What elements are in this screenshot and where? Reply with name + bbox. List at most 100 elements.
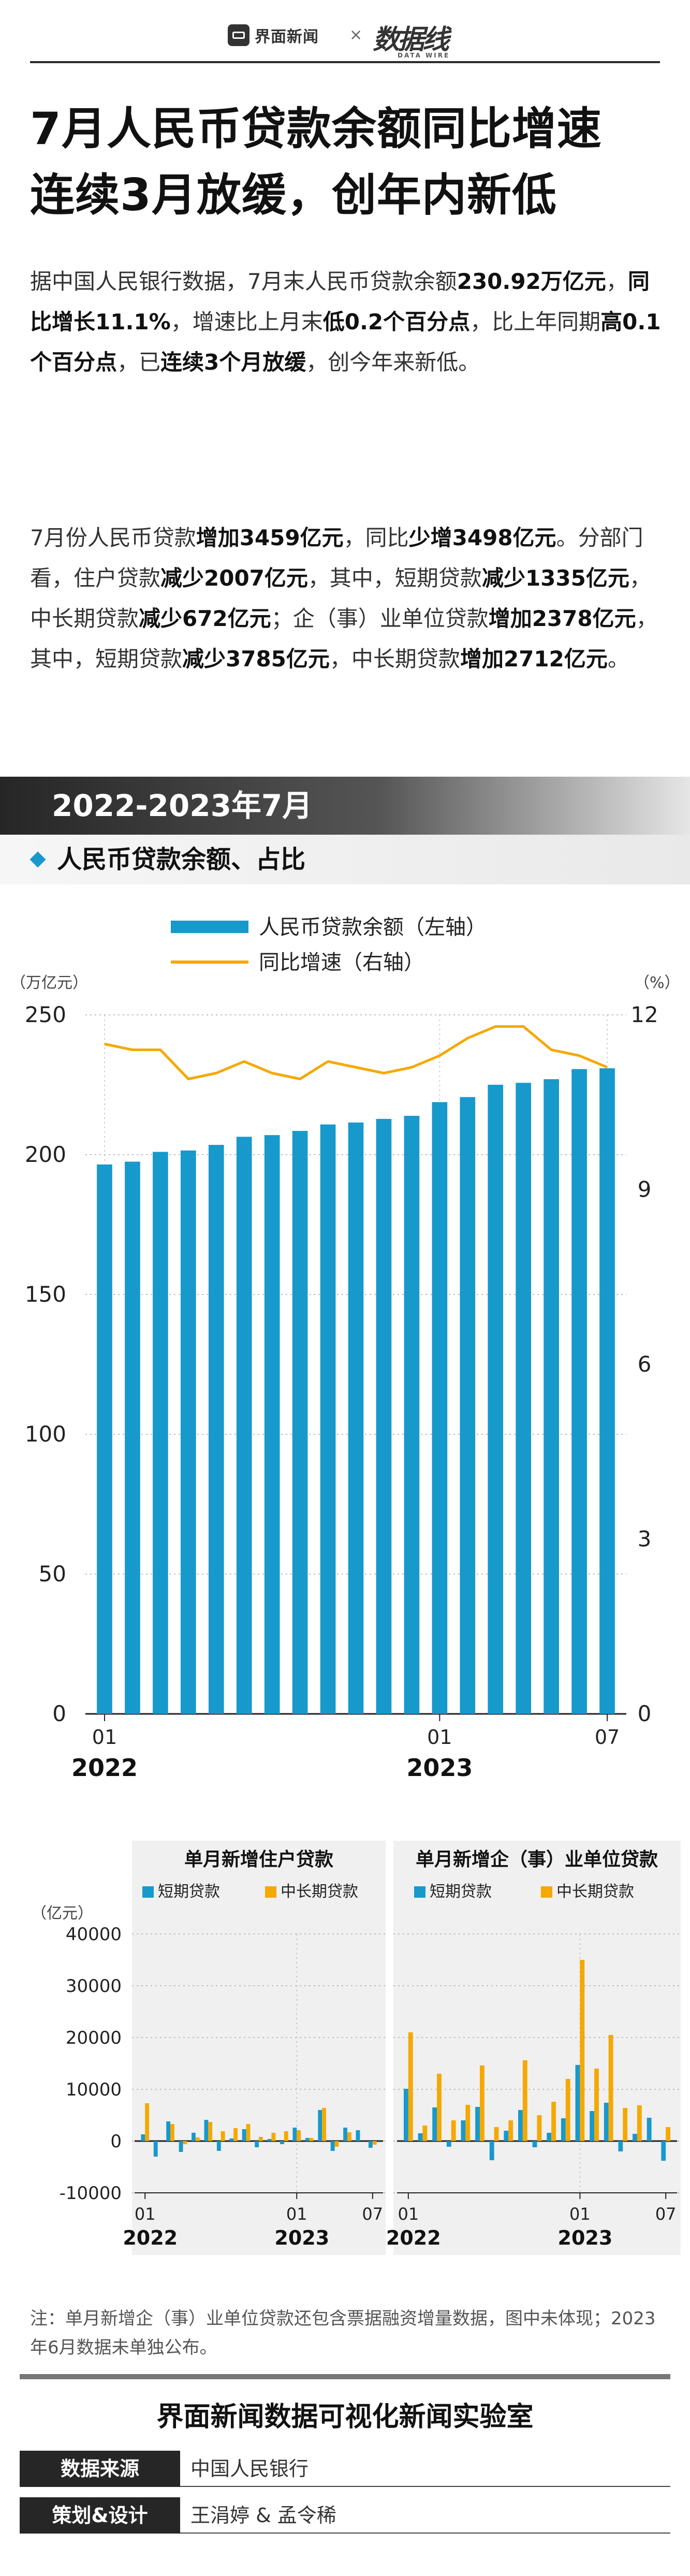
small-y-tick-label: 10000: [66, 2079, 122, 2100]
balance-bar: [544, 1079, 559, 1714]
legend-bar-label: 人民币贷款余额（左轴）: [259, 915, 487, 939]
small2-legend-long-swatch: [541, 1886, 552, 1898]
small-y-tick-label: -10000: [60, 2183, 122, 2204]
highlight-figure: 增加2712亿元: [460, 646, 608, 672]
diamond-icon: [30, 851, 46, 868]
long-term-bar: [309, 2138, 314, 2141]
balance-bar: [236, 1137, 252, 1714]
datawire-logo: 数据线: [373, 24, 449, 55]
footer-label-source: 数据来源: [20, 2451, 180, 2487]
short-term-bar: [633, 2134, 637, 2141]
long-term-bar: [259, 2137, 263, 2141]
small-y-tick-label: 30000: [66, 1976, 122, 1997]
small-x-tick-month: 01: [286, 2204, 307, 2224]
datawire-subtitle: DATA WIRE: [398, 52, 450, 59]
short-term-bar: [446, 2141, 451, 2147]
short-term-bar: [255, 2141, 259, 2147]
footer-label-design: 策划&设计: [20, 2497, 180, 2534]
section-subtitle: 人民币贷款余额、占比: [57, 845, 306, 874]
long-term-bar: [284, 2131, 288, 2141]
short-term-bar: [432, 2107, 437, 2141]
balance-bar: [153, 1152, 168, 1714]
short-term-bar: [604, 2103, 609, 2141]
short-term-bar: [179, 2141, 183, 2152]
short-term-bar: [216, 2141, 221, 2151]
intro-paragraph-2: 7月份人民币贷款增加3459亿元，同比少增3498亿元。分部门看，住户贷款减少2…: [30, 518, 662, 679]
short-term-bar: [229, 2138, 234, 2141]
left-tick-label: 150: [25, 1282, 66, 1307]
footer-top-bar: [20, 2374, 670, 2379]
balance-bar: [571, 1069, 587, 1714]
left-axis-unit: （万亿元）: [10, 974, 88, 992]
long-term-bar: [372, 2141, 377, 2145]
long-term-bar: [537, 2115, 542, 2141]
long-term-bar: [465, 2105, 471, 2141]
paragraph-text: ，其中，短期贷款: [30, 606, 658, 672]
long-term-bar: [594, 2069, 599, 2141]
footer-value-source: 中国人民银行: [190, 2457, 309, 2480]
legend-line-swatch: [171, 960, 248, 964]
legend-bar-swatch: [171, 921, 248, 933]
right-tick-label: 3: [638, 1526, 652, 1552]
header: 界面新闻 × 数据线 DATA WIRE: [0, 0, 690, 67]
balance-bar: [348, 1122, 364, 1714]
small1-legend-short-swatch: [142, 1886, 154, 1898]
small-y-tick-label: 0: [110, 2131, 122, 2152]
balance-bar: [488, 1085, 504, 1714]
small-x-tick-year: 2023: [274, 2226, 329, 2249]
highlight-figure: 低0.2个百分点: [322, 309, 471, 334]
legend-line-label: 同比增速（右轴）: [259, 951, 424, 974]
right-tick-label: 6: [638, 1351, 652, 1377]
footer-rule: [180, 2533, 670, 2534]
collab-x: ×: [349, 26, 363, 44]
short-term-bar: [618, 2141, 623, 2151]
short-term-bar: [575, 2065, 580, 2141]
highlight-figure: 少增3498亿元: [408, 525, 556, 550]
footer-row-design: 策划&设计 王涓婷 & 孟令稀: [20, 2497, 670, 2534]
balance-bar: [264, 1135, 280, 1714]
x-tick-month: 07: [595, 1726, 620, 1749]
small-x-tick-month: 01: [398, 2204, 419, 2224]
long-term-bar: [297, 2130, 301, 2141]
section-band: 2022-2023年7月: [0, 777, 690, 835]
small1-legend-long: 中长期贷款: [281, 1883, 358, 1901]
short-term-bar: [368, 2141, 373, 2148]
highlight-figure: 高0.1个百分点: [30, 309, 661, 375]
small-chart-1-panel: [132, 1841, 386, 2255]
balance-bar: [125, 1161, 140, 1714]
short-term-bar: [292, 2128, 297, 2141]
long-term-bar: [508, 2120, 513, 2141]
main-chart: 人民币贷款余额（左轴） 同比增速（右轴） （万亿元） （%） 0 50 100 150…: [10, 915, 680, 1782]
short-term-bar: [647, 2118, 652, 2141]
highlight-figure: 增加2378亿元: [488, 606, 636, 631]
short-term-bar: [242, 2129, 246, 2141]
long-term-bar: [183, 2141, 187, 2144]
small-x-tick-year: 2022: [386, 2226, 441, 2249]
balance-bar: [180, 1150, 196, 1714]
brand-name: 界面新闻: [255, 28, 319, 46]
balance-bar: [404, 1115, 420, 1714]
paragraph-text: ；企（事）业单位贷款: [271, 606, 489, 631]
balance-bar: [516, 1083, 532, 1714]
long-term-bar: [580, 1960, 585, 2141]
footer-rule: [180, 2486, 670, 2487]
jiemian-logo-icon: [228, 24, 249, 46]
footer-value-design: 王涓婷 & 孟令稀: [190, 2504, 336, 2527]
small-chart-unit: （亿元）: [31, 1904, 93, 1923]
growth-line: [104, 1025, 608, 1081]
highlight-figure: 增加3459亿元: [196, 525, 344, 550]
short-term-bar: [561, 2118, 566, 2141]
long-term-bar: [246, 2124, 251, 2141]
x-tick-year: 2023: [406, 1754, 473, 1782]
balance-bar: [460, 1097, 476, 1714]
long-term-bar: [408, 2032, 413, 2141]
x-tick-month: 01: [92, 1726, 117, 1749]
long-term-bar: [637, 2105, 642, 2141]
long-term-bar: [608, 2035, 613, 2141]
long-term-bar: [195, 2137, 200, 2141]
short-term-bar: [590, 2111, 595, 2141]
short-term-bar: [318, 2110, 322, 2141]
paragraph-text: ，中长期贷款: [329, 646, 460, 672]
balance-bar: [376, 1118, 392, 1714]
long-term-bar: [322, 2108, 326, 2141]
